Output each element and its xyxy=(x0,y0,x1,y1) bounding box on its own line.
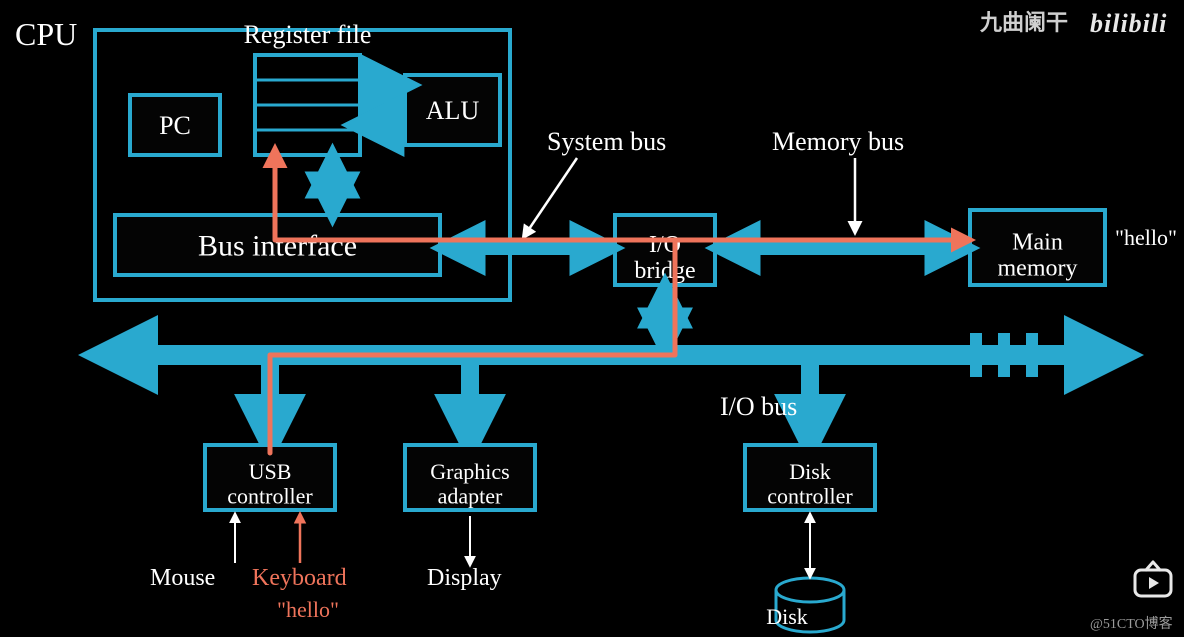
pc-box-label: PC xyxy=(159,111,191,140)
graphics-adapter-box-label: adapter xyxy=(438,483,503,508)
register-file-label: Register file xyxy=(244,20,372,49)
watermark-bottom: @51CTO博客 xyxy=(1090,615,1173,632)
expansion-slot xyxy=(998,333,1010,377)
usb-controller-box-label: USB xyxy=(249,459,292,484)
disk-controller-box-label: controller xyxy=(767,483,853,508)
cpu-label: CPU xyxy=(15,16,77,52)
display-label: Display xyxy=(427,565,502,591)
disk-label: Disk xyxy=(766,604,808,629)
main-memory-box-label: memory xyxy=(998,256,1078,282)
watermark-logo: bilibili xyxy=(1090,9,1167,38)
io-bridge-box-label: bridge xyxy=(634,258,695,284)
keyboard-label: Keyboard xyxy=(252,565,347,591)
graphics-adapter-box-label: Graphics xyxy=(430,459,509,484)
hello-mem-label: "hello" xyxy=(1115,225,1177,250)
alu-box-label: ALU xyxy=(426,96,480,125)
watermark-cn: 九曲阑干 xyxy=(979,10,1068,35)
disk-cylinder-top xyxy=(776,578,844,602)
disk-controller-box-label: Disk xyxy=(789,459,831,484)
play-icon xyxy=(1149,577,1159,589)
mouse-label: Mouse xyxy=(150,565,215,591)
memory-bus-label: Memory bus xyxy=(772,127,904,156)
usb-controller-box-label: controller xyxy=(227,483,313,508)
main-memory-box-label: Main xyxy=(1012,229,1063,255)
keyboard-hello-label: "hello" xyxy=(277,597,339,622)
expansion-slot xyxy=(970,333,982,377)
expansion-slot xyxy=(1026,333,1038,377)
system-bus-label: System bus xyxy=(547,127,666,156)
io-bus-label: I/O bus xyxy=(720,392,797,421)
pointer-arrow xyxy=(525,158,577,235)
